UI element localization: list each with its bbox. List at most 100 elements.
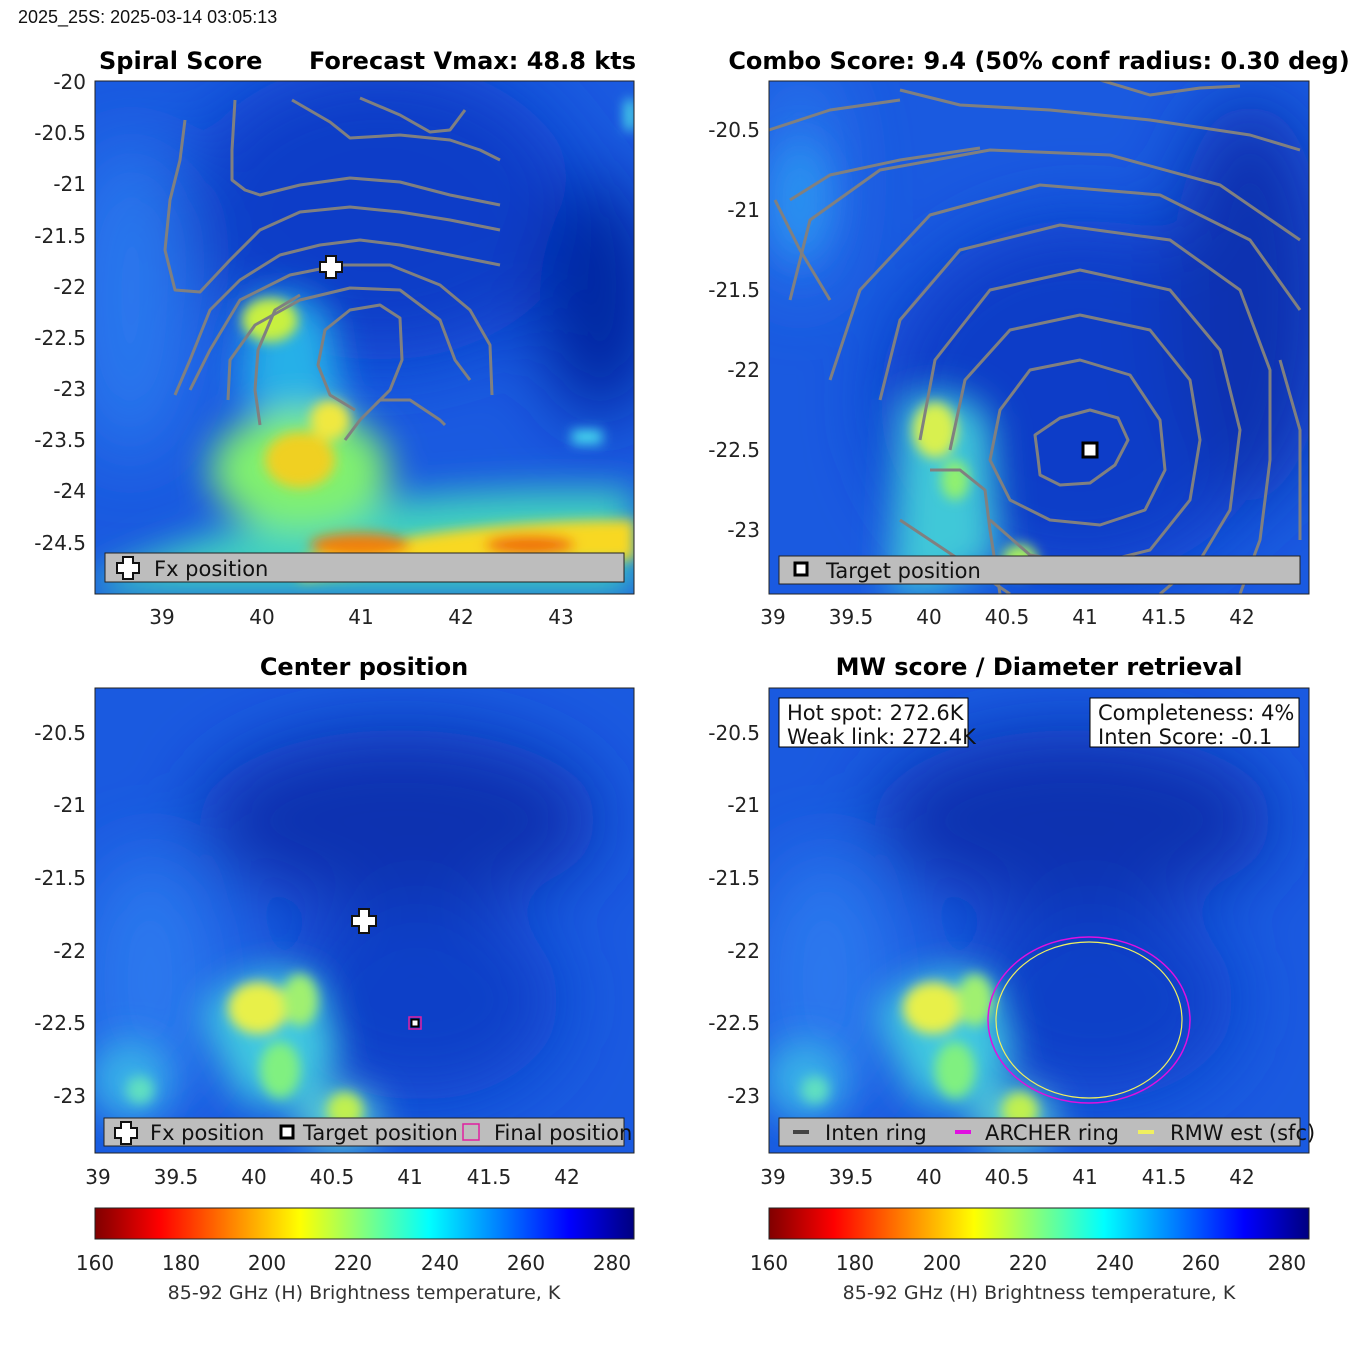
tick: 42 bbox=[448, 605, 473, 629]
combo-title: Combo Score: 9.4 (50% conf radius: 0.30 … bbox=[728, 47, 1349, 75]
tick: 39 bbox=[149, 605, 174, 629]
tick: -22.5 bbox=[34, 1011, 86, 1035]
mw-title: MW score / Diameter retrieval bbox=[836, 653, 1243, 681]
tick: -20.5 bbox=[708, 118, 760, 142]
colorbar-label: 85-92 GHz (H) Brightness temperature, K bbox=[168, 1282, 561, 1304]
tick: 200 bbox=[923, 1251, 961, 1275]
tick: 40.5 bbox=[985, 1165, 1030, 1189]
spiral-contours bbox=[163, 96, 501, 441]
spiral-y-ticks: -20 -20.5 -21 -21.5 -22 -22.5 -23 -23.5 … bbox=[34, 70, 86, 555]
hot-spot-text: Hot spot: 272.6K bbox=[787, 701, 965, 725]
inten-score-text: Inten Score: -0.1 bbox=[1098, 725, 1272, 749]
tick: 280 bbox=[1268, 1251, 1306, 1275]
weak-link-text: Weak link: 272.4K bbox=[787, 725, 977, 749]
tick: 41.5 bbox=[1142, 605, 1187, 629]
mw-score-panel: MW score / Diameter retrieval bbox=[708, 653, 1315, 1189]
combo-target-marker bbox=[1081, 441, 1099, 459]
combo-contours bbox=[769, 81, 1302, 594]
center-x-ticks: 39 39.5 40 40.5 41 41.5 42 bbox=[85, 1165, 579, 1189]
archer-ring bbox=[987, 936, 1191, 1104]
tick: 39.5 bbox=[829, 605, 874, 629]
spiral-legend: Fx position bbox=[104, 552, 625, 583]
tick: 40 bbox=[249, 605, 274, 629]
tick: 43 bbox=[548, 605, 573, 629]
tick: -23 bbox=[727, 1084, 760, 1108]
combo-legend-target: Target position bbox=[825, 559, 981, 583]
tick: -24.5 bbox=[34, 531, 86, 555]
combo-legend: Target position bbox=[778, 555, 1301, 585]
tick: 160 bbox=[76, 1251, 114, 1275]
center-title: Center position bbox=[260, 653, 468, 681]
tick: -22.5 bbox=[708, 438, 760, 462]
mw-info-right: Completeness: 4% Inten Score: -0.1 bbox=[1089, 697, 1300, 749]
mw-y-ticks: -20.5 -21 -21.5 -22 -22.5 -23 bbox=[708, 721, 760, 1108]
tick: 240 bbox=[421, 1251, 459, 1275]
mw-legend-rmw: RMW est (sfc) bbox=[1170, 1121, 1315, 1145]
target-legend-icon bbox=[793, 561, 809, 577]
center-legend-final: Final position bbox=[494, 1121, 632, 1145]
fx-legend-icon bbox=[116, 556, 140, 580]
tick: 42 bbox=[1229, 1165, 1254, 1189]
combo-y-ticks: -20.5 -21 -21.5 -22 -22.5 -23 bbox=[708, 118, 760, 542]
mw-x-ticks: 39 39.5 40 40.5 41 41.5 42 bbox=[760, 1165, 1254, 1189]
center-y-ticks: -20.5 -21 -21.5 -22 -22.5 -23 bbox=[34, 721, 86, 1108]
tick: -21.5 bbox=[708, 278, 760, 302]
rmw-ring bbox=[995, 941, 1183, 1099]
tick: 39.5 bbox=[154, 1165, 199, 1189]
center-legend-fx: Fx position bbox=[150, 1121, 264, 1145]
spiral-x-ticks: 39 40 41 42 43 bbox=[149, 605, 573, 629]
tick: 39 bbox=[85, 1165, 110, 1189]
fx-legend-icon bbox=[114, 1121, 138, 1145]
tick: -21.5 bbox=[34, 224, 86, 248]
tick: -21 bbox=[53, 793, 86, 817]
tick: -22 bbox=[53, 275, 86, 299]
tick: -21 bbox=[727, 793, 760, 817]
center-fx-marker bbox=[351, 908, 377, 934]
tick: -21.5 bbox=[708, 866, 760, 890]
tick: 41.5 bbox=[467, 1165, 512, 1189]
tick: 40 bbox=[241, 1165, 266, 1189]
tick: -22 bbox=[727, 939, 760, 963]
tick: -23 bbox=[53, 377, 86, 401]
tick: 200 bbox=[248, 1251, 286, 1275]
tick: 180 bbox=[162, 1251, 200, 1275]
spiral-score-panel: Spiral Score Forecast Vmax: 48.8 kts bbox=[34, 47, 636, 629]
tick: 40 bbox=[916, 605, 941, 629]
forecast-vmax-title: Forecast Vmax: 48.8 kts bbox=[309, 47, 636, 75]
combo-heatmap bbox=[769, 81, 1309, 594]
tick: -23 bbox=[53, 1084, 86, 1108]
figure-header: 2025_25S: 2025-03-14 03:05:13 bbox=[18, 7, 278, 27]
tick: 40 bbox=[916, 1165, 941, 1189]
tick: -22 bbox=[727, 358, 760, 382]
spiral-fx-marker bbox=[319, 255, 343, 279]
combo-score-panel: Combo Score: 9.4 (50% conf radius: 0.30 … bbox=[708, 47, 1349, 629]
colorbar-label: 85-92 GHz (H) Brightness temperature, K bbox=[843, 1282, 1236, 1304]
colorbar-left: 160 180 200 220 240 260 280 85-92 GHz (H… bbox=[76, 1207, 635, 1304]
mw-legend-archer: ARCHER ring bbox=[985, 1121, 1119, 1145]
tick: 42 bbox=[554, 1165, 579, 1189]
tick: -20.5 bbox=[34, 121, 86, 145]
tick: 40.5 bbox=[310, 1165, 355, 1189]
tick: 41 bbox=[1072, 605, 1097, 629]
center-legend: Fx position Target position Final positi… bbox=[103, 1117, 632, 1147]
tick: -20.5 bbox=[708, 721, 760, 745]
center-target-marker bbox=[408, 1016, 422, 1030]
tick: -24 bbox=[53, 479, 86, 503]
tick: 240 bbox=[1096, 1251, 1134, 1275]
tick: 41 bbox=[1072, 1165, 1097, 1189]
tick: 160 bbox=[750, 1251, 788, 1275]
tick: 39.5 bbox=[829, 1165, 874, 1189]
tick: 260 bbox=[507, 1251, 545, 1275]
final-legend-icon bbox=[462, 1123, 480, 1141]
tick: 42 bbox=[1229, 605, 1254, 629]
mw-heatmap bbox=[769, 688, 1309, 1153]
tick: 220 bbox=[334, 1251, 372, 1275]
tick: -20 bbox=[53, 70, 86, 94]
tick: 180 bbox=[836, 1251, 874, 1275]
tick: -23.5 bbox=[34, 428, 86, 452]
tick: 260 bbox=[1182, 1251, 1220, 1275]
tick: -22.5 bbox=[708, 1011, 760, 1035]
tick: -20.5 bbox=[34, 721, 86, 745]
completeness-text: Completeness: 4% bbox=[1098, 701, 1294, 725]
tick: 280 bbox=[593, 1251, 631, 1275]
